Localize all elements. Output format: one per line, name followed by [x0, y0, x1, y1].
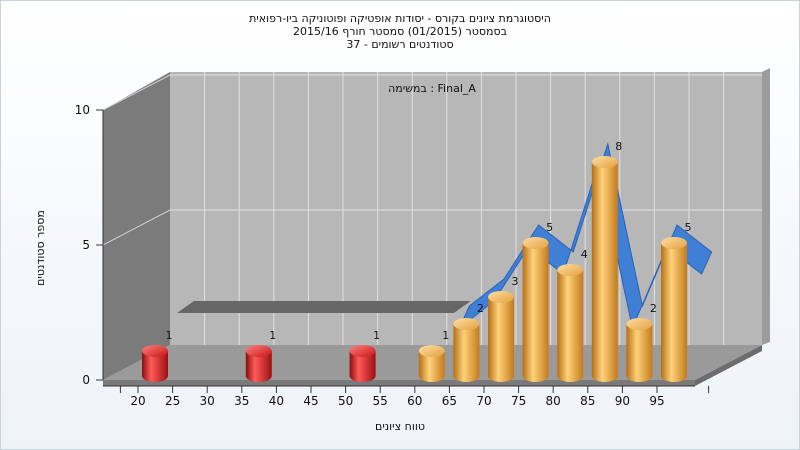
bar-value-label: 4 — [581, 248, 588, 261]
x-tick-label: 55 — [373, 394, 388, 408]
bar-top — [591, 156, 618, 168]
bar-top — [418, 345, 445, 357]
bar-value-label: 2 — [477, 302, 484, 315]
y-tick-label: 10 — [75, 103, 90, 117]
bars-layer — [142, 156, 687, 382]
bar-value-label: 1 — [269, 329, 276, 342]
y-ticks: 0 5 10 — [75, 103, 103, 387]
bar-top — [661, 237, 687, 249]
x-tick-label: 40 — [269, 394, 284, 408]
bar-body — [245, 351, 272, 382]
bar-body — [142, 351, 168, 382]
bar-top — [142, 345, 168, 357]
bar-body — [591, 162, 618, 382]
bar-top — [557, 264, 584, 276]
bar-top — [626, 318, 653, 330]
bar-value-label: 5 — [685, 221, 692, 234]
floor-front-edge — [103, 380, 695, 386]
x-tick-label: 65 — [442, 394, 457, 408]
x-tick-label: 60 — [407, 394, 422, 408]
bar-body — [418, 351, 445, 382]
bar-top — [349, 345, 376, 357]
bar-value-label: 8 — [615, 140, 622, 153]
trend-line — [458, 142, 713, 330]
x-tick-label: 95 — [649, 394, 664, 408]
x-ticks: 20 25 30 35 40 45 50 55 60 65 70 75 80 85 90 95 — [119, 386, 710, 408]
bar-80-85 — [557, 264, 584, 382]
x-axis-label: טווח ציונים — [375, 420, 425, 433]
chart-title-line-1: היסטוגרמת ציונים בקורס - יסודות אופטיקה … — [249, 12, 551, 25]
y-tick-label: 0 — [82, 373, 90, 387]
chart-title-line-2: בסמסטר (01/2015) סמסטר חורף 2015/16 — [293, 25, 507, 38]
side-wall — [103, 72, 170, 380]
bar-75-80 — [522, 237, 549, 382]
floor-right-edge — [695, 345, 762, 386]
y-tick-label: 5 — [82, 238, 90, 252]
x-tick-label: 80 — [546, 394, 561, 408]
bar-top — [453, 318, 480, 330]
bar-body — [349, 351, 376, 382]
bar-90-95 — [626, 318, 653, 382]
grid-line-side — [102, 74, 171, 111]
bar-top — [488, 291, 514, 303]
grid-line-side — [102, 209, 171, 246]
bar-70-75 — [488, 291, 514, 382]
bar-value-label: 1 — [166, 329, 173, 342]
bar-body — [661, 243, 687, 382]
x-tick-label: 20 — [130, 394, 145, 408]
x-tick-label: 30 — [200, 394, 215, 408]
bar-65-70 — [453, 318, 480, 382]
x-tick-label: 35 — [234, 394, 249, 408]
x-tick-label: 25 — [165, 394, 180, 408]
x-tick-label: 90 — [615, 394, 630, 408]
grid-lines — [102, 72, 762, 345]
bar-95-100 — [661, 237, 687, 382]
x-tick-label: 45 — [303, 394, 318, 408]
x-tick-label: 75 — [511, 394, 526, 408]
x-tick-label: 50 — [338, 394, 353, 408]
chart-annotation: במשימה : Final_A — [388, 82, 476, 95]
bar-labels-layer: 1 1 1 1 2 3 5 4 8 2 5 — [166, 140, 692, 342]
bar-body — [557, 270, 584, 382]
back-wall-right-edge — [762, 68, 770, 345]
bar-85-90 — [591, 156, 618, 382]
bar-body — [488, 297, 514, 382]
bar-top — [522, 237, 549, 249]
bar-top — [245, 345, 272, 357]
bar-50-55 — [349, 345, 376, 382]
bar-20-25 — [142, 345, 168, 382]
bar-value-label: 1 — [373, 329, 380, 342]
chart-title-line-3: סטודנטים רשומים - 37 — [346, 38, 453, 51]
floor-band — [177, 301, 471, 313]
bar-body — [626, 324, 653, 382]
bar-60-65 — [418, 345, 445, 382]
bar-value-label: 2 — [650, 302, 657, 315]
bar-value-label: 1 — [442, 329, 449, 342]
bar-body — [522, 243, 549, 382]
x-tick-label: 70 — [476, 394, 491, 408]
x-tick-label: 85 — [580, 394, 595, 408]
y-axis-label: מספר סטודנטים — [34, 210, 47, 286]
bar-value-label: 5 — [546, 221, 553, 234]
bar-body — [453, 324, 480, 382]
bar-35-40 — [245, 345, 272, 382]
bar-value-label: 3 — [512, 275, 519, 288]
